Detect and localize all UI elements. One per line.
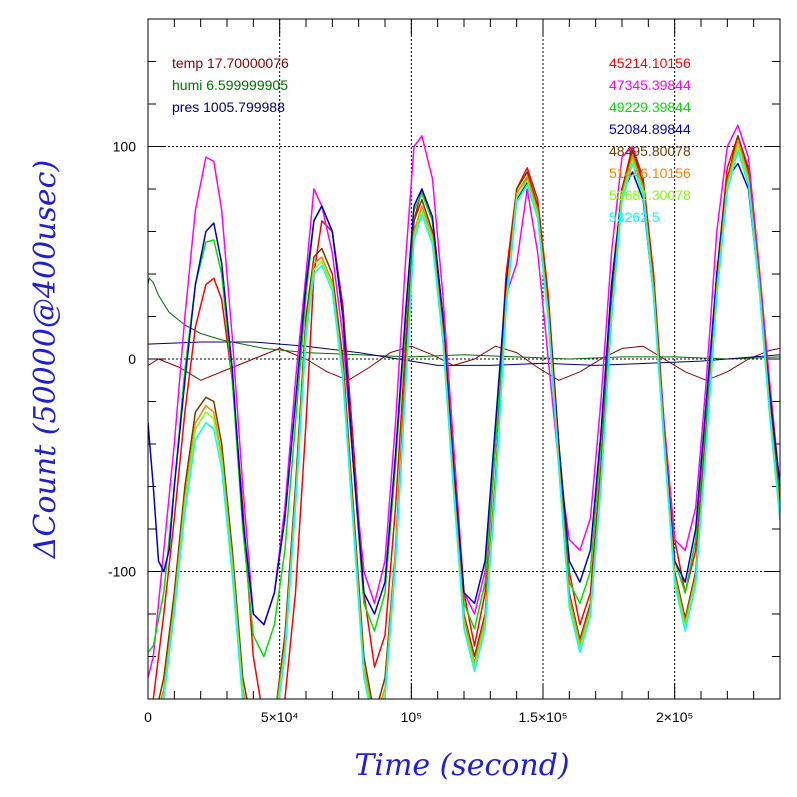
tick-labels: 0 5×10⁴ 10⁵ 1.5×10⁵ 2×10⁵ 100 0 -100: [108, 139, 693, 726]
plot-frame: [147, 18, 781, 700]
series-legend-entry: 53262.5: [609, 209, 660, 225]
x-tick-label: 1.5×10⁵: [518, 709, 567, 725]
x-tick-label: 0: [144, 709, 152, 725]
series-line-47345-39844: [148, 124, 780, 678]
data-series: [148, 124, 780, 699]
series-legend-entry: 45214.10156: [609, 55, 691, 71]
series-legend-entry: 53681.30078: [609, 187, 691, 203]
x-tick-label: 5×10⁴: [261, 709, 299, 725]
env-series-pres: [148, 341, 780, 366]
series-line-53262-5: [163, 150, 780, 699]
series-legend-entry: 47345.39844: [609, 77, 691, 93]
env-legend-entry: humi 6.599999905: [172, 77, 288, 93]
series-legend-entry: 48495.80078: [609, 143, 691, 159]
grid-lines: [148, 19, 780, 699]
series-legend-entry: 49229.39844: [609, 99, 691, 115]
env-legend-entry: pres 1005.799988: [172, 99, 285, 115]
series-legend-entry: 51446.10156: [609, 165, 691, 181]
env-series-temp: [148, 345, 780, 381]
y-axis-title: ΔCount (50000@400usec): [28, 160, 63, 559]
x-axis-title: Time (second): [354, 748, 569, 783]
x-tick-label: 10⁵: [401, 709, 422, 725]
legend: temp 17.70000076 humi 6.599999905 pres 100…: [172, 55, 691, 225]
x-tick-label: 2×10⁵: [656, 709, 693, 725]
series-legend-entry: 52084.89844: [609, 121, 691, 137]
y-tick-label: 0: [128, 351, 136, 367]
env-legend-entry: temp 17.70000076: [172, 55, 289, 71]
y-tick-label: -100: [108, 564, 136, 580]
y-tick-label: 100: [113, 139, 137, 155]
